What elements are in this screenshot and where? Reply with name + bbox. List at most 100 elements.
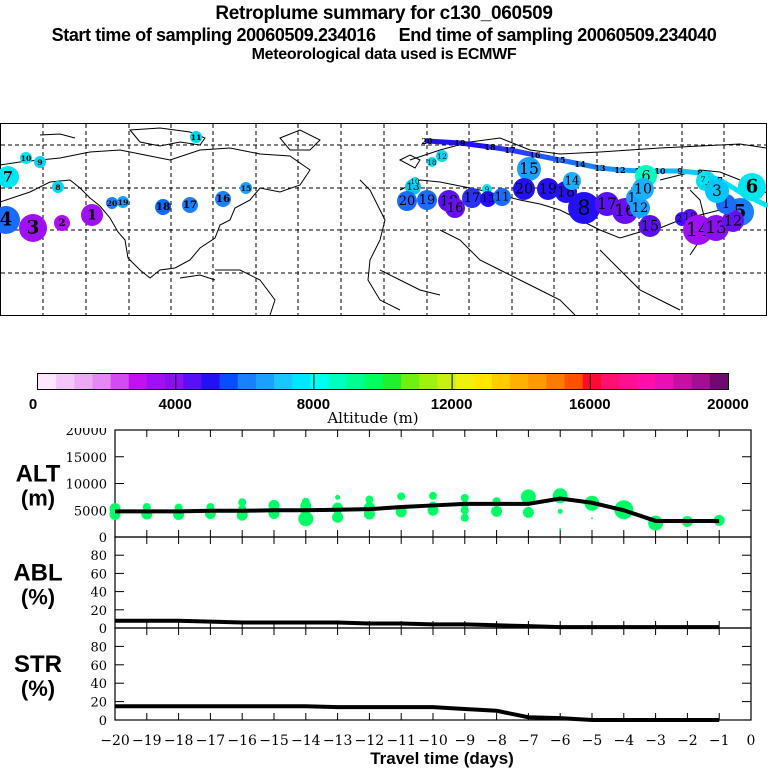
- colorbar-cell: [401, 374, 420, 389]
- y-tick-label: 20000: [66, 428, 107, 439]
- scatter-point: [591, 517, 593, 520]
- coastline-segment: [0, 147, 311, 279]
- chart-title: Retroplume summary for c130_060509: [215, 3, 553, 24]
- x-tick-label: −7: [518, 733, 539, 749]
- plume-cluster: 13: [480, 191, 496, 207]
- track-day-label: 15: [554, 155, 565, 165]
- colorbar-cell: [274, 374, 293, 389]
- colorbar-cell: [709, 374, 729, 389]
- cluster-marker: [630, 198, 650, 218]
- plume-cluster: 20: [513, 178, 535, 200]
- colorbar-cell: [328, 374, 348, 389]
- cluster-marker: [632, 178, 654, 200]
- colorbar-cell: [74, 374, 94, 389]
- track-day-label: 19: [454, 138, 466, 148]
- y-tick-label: 0: [99, 531, 107, 546]
- cluster-day-label: 8: [577, 195, 590, 219]
- cluster-day-label: 17: [183, 199, 197, 211]
- colorbar-cell: [437, 374, 457, 389]
- cluster-day-label: 10: [21, 154, 32, 163]
- colorbar-cell: [110, 374, 130, 389]
- x-tick-label: 0: [747, 733, 756, 749]
- panel-ylabel-unit: (%): [21, 676, 55, 701]
- cluster-day-label: 12: [724, 213, 742, 229]
- time-series-panels: 05000100001500020000ALT(m)020406080ABL(%…: [13, 428, 756, 768]
- x-tick-label: −17: [196, 733, 226, 749]
- coastline-segment: [39, 133, 76, 139]
- plume-cluster: 4: [0, 206, 20, 234]
- colorbar-cell: [600, 374, 620, 389]
- plume-cluster: 15: [517, 157, 541, 181]
- cluster-day-label: 15: [519, 160, 539, 178]
- track-segment: [487, 144, 513, 153]
- plume-cluster: 12: [436, 150, 448, 162]
- cluster-marker: [240, 182, 252, 194]
- coastline-segment: [128, 127, 206, 147]
- cluster-day-label: 3: [712, 182, 722, 200]
- cluster-day-label: 12: [632, 201, 649, 216]
- scatter-point: [332, 511, 344, 523]
- x-tick-label: −8: [486, 733, 507, 749]
- cluster-day-label: 15: [241, 184, 252, 193]
- cluster-marker: [738, 173, 766, 201]
- cluster-day-label: 20: [515, 181, 533, 197]
- track-day-label: 17: [504, 145, 515, 155]
- plume-cluster: 19: [417, 190, 437, 210]
- track-day-label: 12: [614, 165, 625, 175]
- colorbar-cell: [56, 374, 75, 389]
- x-tick-label: −9: [454, 733, 475, 749]
- coastline-segment: [379, 269, 441, 296]
- coastline-segment: [398, 154, 421, 169]
- colorbar-cell: [183, 374, 203, 389]
- coastline-segment: [439, 229, 576, 316]
- x-tick-label: −11: [386, 733, 416, 749]
- cluster-day-label: 8: [55, 183, 60, 192]
- cluster-day-label: 6: [746, 177, 759, 198]
- cluster-day-label: 3: [27, 218, 40, 239]
- scatter-point: [298, 511, 314, 527]
- plume-cluster: 3: [19, 214, 47, 242]
- plume-cluster: 19: [117, 196, 129, 208]
- cluster-day-label: 11: [495, 190, 510, 204]
- cluster-marker: [493, 188, 511, 206]
- cluster-marker: [52, 181, 64, 193]
- cluster-day-label: 16: [216, 193, 230, 205]
- track-day-label: 13: [594, 163, 606, 173]
- cluster-marker: [722, 210, 744, 232]
- plume-clusters: 1234567891011151617181920121813109201918…: [0, 131, 766, 245]
- x-tick-label: −4: [613, 733, 634, 749]
- colorbar-cell: [528, 374, 548, 389]
- x-tick-label: −20: [100, 733, 130, 749]
- cluster-day-label: 15: [641, 218, 659, 234]
- cluster-marker: [705, 179, 729, 203]
- cluster-marker: [427, 157, 437, 167]
- cluster-day-label: 20: [399, 194, 416, 209]
- cluster-marker: [513, 178, 535, 200]
- colorbar-cell: [419, 374, 439, 389]
- panel-ylabel: STR: [14, 651, 62, 678]
- y-tick-label: 80: [90, 549, 107, 564]
- cluster-day-label: 11: [191, 133, 202, 142]
- x-tick-label: −19: [132, 733, 162, 749]
- y-tick-label: 80: [90, 640, 107, 655]
- cluster-marker: [190, 131, 202, 143]
- cluster-marker: [568, 192, 600, 224]
- track-day-label: 20: [421, 136, 433, 146]
- y-tick-label: 40: [90, 677, 107, 692]
- x-axis-label: Travel time (days): [370, 749, 514, 768]
- plume-cluster: 20: [397, 191, 417, 211]
- cluster-day-label: 19: [118, 198, 129, 207]
- cluster-marker: [20, 152, 32, 164]
- colorbar-cell: [510, 374, 529, 389]
- track-segment: [557, 157, 583, 167]
- colorbar-label: Altitude (m): [326, 409, 418, 427]
- plume-cluster: 20: [106, 197, 118, 209]
- scatter-point: [491, 505, 503, 517]
- cluster-marker: [639, 215, 661, 237]
- plume-cluster: 13: [703, 215, 729, 241]
- colorbar-tick-label: 8000: [297, 396, 330, 413]
- colorbar-cell: [38, 374, 57, 389]
- colorbar-cell: [255, 374, 275, 389]
- cluster-marker: [411, 177, 419, 185]
- x-tick-label: −5: [582, 733, 603, 749]
